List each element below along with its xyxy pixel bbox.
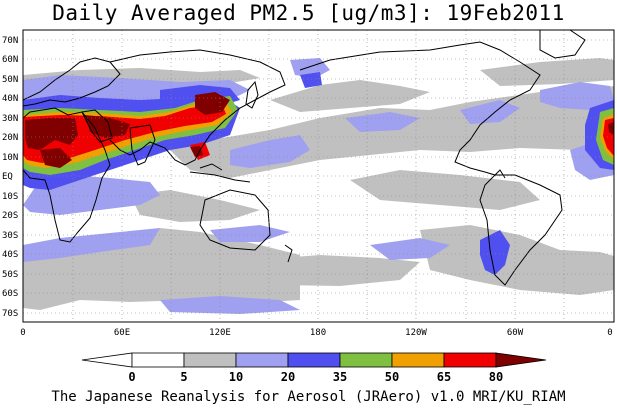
colorbar-segment [131, 352, 185, 368]
contour-level-10 [23, 58, 614, 314]
longitude-labels: 0 60E 120E 180 120W 60W 0 [20, 328, 612, 338]
colorbar-level-label: 0 [128, 370, 135, 384]
colorbar-segment [81, 352, 133, 368]
lat-label: 70S [2, 309, 18, 319]
colorbar-labels: 0 5 10 20 35 50 65 80 [128, 370, 503, 384]
colorbar-segment [391, 352, 445, 368]
lat-label: 60N [2, 55, 18, 65]
pm25-field [23, 30, 614, 314]
lat-label: 20S [2, 211, 18, 221]
colorbar-level-label: 35 [333, 370, 347, 384]
colorbar-level-label: 50 [385, 370, 399, 384]
colorbar-level-label: 10 [229, 370, 243, 384]
lat-label: 30N [2, 114, 18, 124]
lat-label: 40S [2, 250, 18, 260]
lat-label: 40N [2, 94, 18, 104]
colorbar-segment [495, 352, 547, 368]
gridlines [23, 30, 614, 322]
lat-label: 10S [2, 192, 18, 202]
colorbar-segment [183, 352, 237, 368]
contour-level-80 [25, 92, 614, 168]
lon-label: 60E [114, 328, 130, 338]
lat-label: 70N [2, 36, 18, 46]
colorbar-segment [235, 352, 289, 368]
map-frame [22, 29, 615, 323]
colorbar-level-label: 65 [437, 370, 451, 384]
colorbar [81, 352, 547, 368]
lon-label: 120E [209, 328, 231, 338]
colorbar-segment [339, 352, 393, 368]
lat-label: 50N [2, 75, 18, 85]
lon-label: 0 [607, 328, 612, 338]
lat-label: 20N [2, 133, 18, 143]
colorbar-level-label: 80 [489, 370, 503, 384]
colorbar-level-label: 20 [281, 370, 295, 384]
lon-label: 120W [405, 328, 427, 338]
lat-label: EQ [2, 172, 13, 182]
colorbar-level-label: 5 [180, 370, 187, 384]
lat-label: 60S [2, 289, 18, 299]
lat-label: 10N [2, 153, 18, 163]
lat-label: 50S [2, 270, 18, 280]
latitude-labels: 70N 60N 50N 40N 30N 20N 10N EQ 10S 20S 3… [2, 36, 18, 319]
credit-footer: The Japanese Reanalysis for Aerosol (JRA… [51, 389, 566, 405]
colorbar-segment [287, 352, 341, 368]
map-title: Daily Averaged PM2.5 [ug/m3]: 19Feb2011 [52, 1, 565, 25]
lon-label: 180 [310, 328, 326, 338]
lat-label: 30S [2, 231, 18, 241]
lon-label: 0 [20, 328, 25, 338]
colorbar-segment [443, 352, 497, 368]
lon-label: 60W [507, 328, 524, 338]
